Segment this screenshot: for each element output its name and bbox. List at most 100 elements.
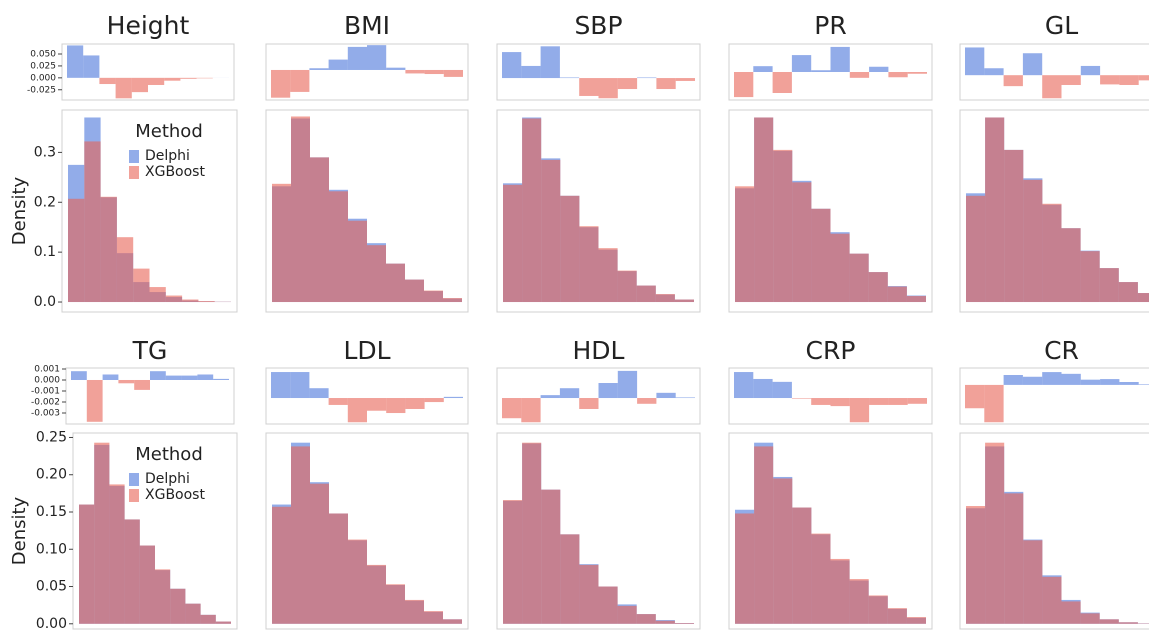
hist-bar bbox=[348, 220, 367, 303]
diff-bar bbox=[502, 398, 522, 419]
hist-bar bbox=[1042, 576, 1062, 624]
hist-bar bbox=[522, 118, 542, 303]
diff-bar bbox=[521, 398, 541, 423]
hist-bar bbox=[1004, 149, 1024, 303]
hist-bar bbox=[424, 611, 443, 624]
diff-frame bbox=[61, 43, 235, 101]
diff-bar bbox=[181, 375, 198, 380]
diff-bar bbox=[405, 69, 425, 74]
y-axis-label: Density bbox=[9, 496, 30, 565]
diff-bar bbox=[83, 55, 100, 78]
diff-bar bbox=[1042, 372, 1062, 385]
hist-bar bbox=[868, 272, 888, 303]
hist-bar bbox=[849, 253, 869, 303]
legend-swatch bbox=[129, 489, 139, 502]
panel-title: Height bbox=[107, 11, 190, 40]
diff-frame bbox=[265, 367, 469, 425]
hist-bar bbox=[541, 159, 561, 303]
hist-bar bbox=[636, 285, 656, 303]
diff-bar bbox=[102, 374, 119, 380]
diff-bar bbox=[772, 72, 792, 93]
hist-bar bbox=[1080, 613, 1100, 624]
diff-frame bbox=[265, 43, 469, 101]
hist-bar bbox=[617, 605, 637, 624]
diff-y-tick-label: -0.003 bbox=[31, 408, 60, 418]
diff-y-tick-label: 0.025 bbox=[30, 61, 56, 71]
diff-bar bbox=[271, 69, 291, 98]
diff-bar bbox=[907, 398, 927, 404]
hist-frame bbox=[959, 432, 1149, 630]
diff-bar bbox=[1061, 373, 1081, 385]
diff-bar bbox=[367, 45, 387, 70]
hist-bar bbox=[200, 614, 216, 624]
hist-y-tick-label: 0.1 bbox=[34, 244, 56, 260]
diff-bar bbox=[617, 78, 638, 90]
hist-y-tick-label: 0.05 bbox=[36, 579, 67, 595]
diff-bar bbox=[290, 69, 310, 92]
diff-bar bbox=[811, 70, 831, 72]
hist-bar bbox=[560, 195, 580, 303]
diff-bar bbox=[328, 398, 348, 405]
diff-bar bbox=[849, 72, 870, 78]
hist-bar bbox=[541, 489, 561, 624]
hist-bar bbox=[1023, 179, 1043, 303]
panel-title: CR bbox=[1044, 336, 1079, 365]
hist-bar bbox=[906, 617, 926, 624]
diff-bar bbox=[118, 379, 135, 384]
hist-bar bbox=[1080, 251, 1100, 303]
diff-bar bbox=[1100, 75, 1120, 85]
diff-bar bbox=[1119, 75, 1139, 85]
panel-title: LDL bbox=[343, 336, 390, 365]
hist-bar bbox=[272, 183, 291, 303]
hist-bar bbox=[773, 149, 793, 303]
diff-bar bbox=[150, 371, 166, 380]
hist-bar bbox=[182, 299, 199, 303]
diff-bar bbox=[656, 78, 676, 90]
hist-bar bbox=[155, 569, 171, 624]
hist-bar bbox=[792, 182, 812, 303]
diff-bar bbox=[791, 55, 812, 72]
hist-bar bbox=[1023, 540, 1043, 624]
diff-y-tick-label: -0.001 bbox=[31, 386, 60, 396]
hist-bar bbox=[329, 191, 348, 303]
diff-bar bbox=[772, 381, 792, 399]
diff-bar bbox=[347, 46, 367, 70]
hist-bar bbox=[811, 208, 831, 303]
hist-bar bbox=[443, 619, 462, 624]
diff-y-tick-label: -0.025 bbox=[27, 85, 56, 95]
legend-swatch bbox=[129, 166, 139, 179]
diff-bar bbox=[579, 398, 599, 409]
diff-bar bbox=[405, 398, 425, 409]
hist-bar bbox=[887, 286, 907, 303]
hist-bar bbox=[94, 442, 110, 624]
hist-bar bbox=[966, 506, 986, 624]
hist-bar bbox=[215, 621, 231, 624]
hist-bar bbox=[84, 141, 101, 303]
hist-frame bbox=[728, 432, 933, 630]
hist-frame bbox=[72, 432, 238, 630]
diff-bar bbox=[1003, 375, 1023, 385]
diff-bar bbox=[328, 59, 348, 70]
diff-bar bbox=[164, 77, 181, 81]
legend-label: XGBoost bbox=[145, 164, 205, 180]
legend-label: XGBoost bbox=[145, 487, 205, 503]
diff-bar bbox=[984, 384, 1004, 423]
diff-frame bbox=[959, 43, 1149, 101]
hist-bar bbox=[1137, 293, 1149, 303]
hist-bar bbox=[560, 534, 580, 624]
hist-bar bbox=[617, 270, 637, 303]
hist-bar bbox=[598, 248, 618, 303]
diff-frame bbox=[959, 367, 1149, 425]
diff-bar bbox=[424, 69, 444, 75]
diff-y-tick-label: 0.001 bbox=[34, 364, 60, 374]
hist-frame bbox=[265, 432, 469, 630]
diff-bar bbox=[617, 370, 638, 399]
diff-bar bbox=[71, 371, 87, 380]
hist-bar bbox=[405, 279, 424, 303]
panel-title: SBP bbox=[574, 11, 622, 40]
hist-bar bbox=[636, 614, 656, 624]
diff-bar bbox=[271, 372, 291, 399]
hist-y-tick-label: 0.3 bbox=[34, 144, 56, 160]
hist-bar bbox=[792, 507, 812, 624]
